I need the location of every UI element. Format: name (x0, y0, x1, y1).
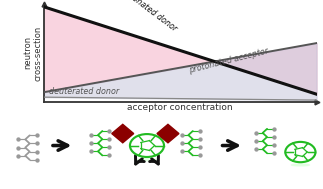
Polygon shape (157, 124, 179, 143)
Ellipse shape (137, 159, 157, 161)
Y-axis label: neutron
cross-section: neutron cross-section (23, 25, 42, 81)
Text: protonated donor: protonated donor (117, 0, 179, 33)
Text: deuterated donor: deuterated donor (49, 87, 119, 96)
Text: protonated acceptor: protonated acceptor (188, 46, 270, 75)
Ellipse shape (291, 164, 309, 166)
X-axis label: acceptor concentration: acceptor concentration (127, 103, 233, 112)
Polygon shape (112, 124, 134, 143)
